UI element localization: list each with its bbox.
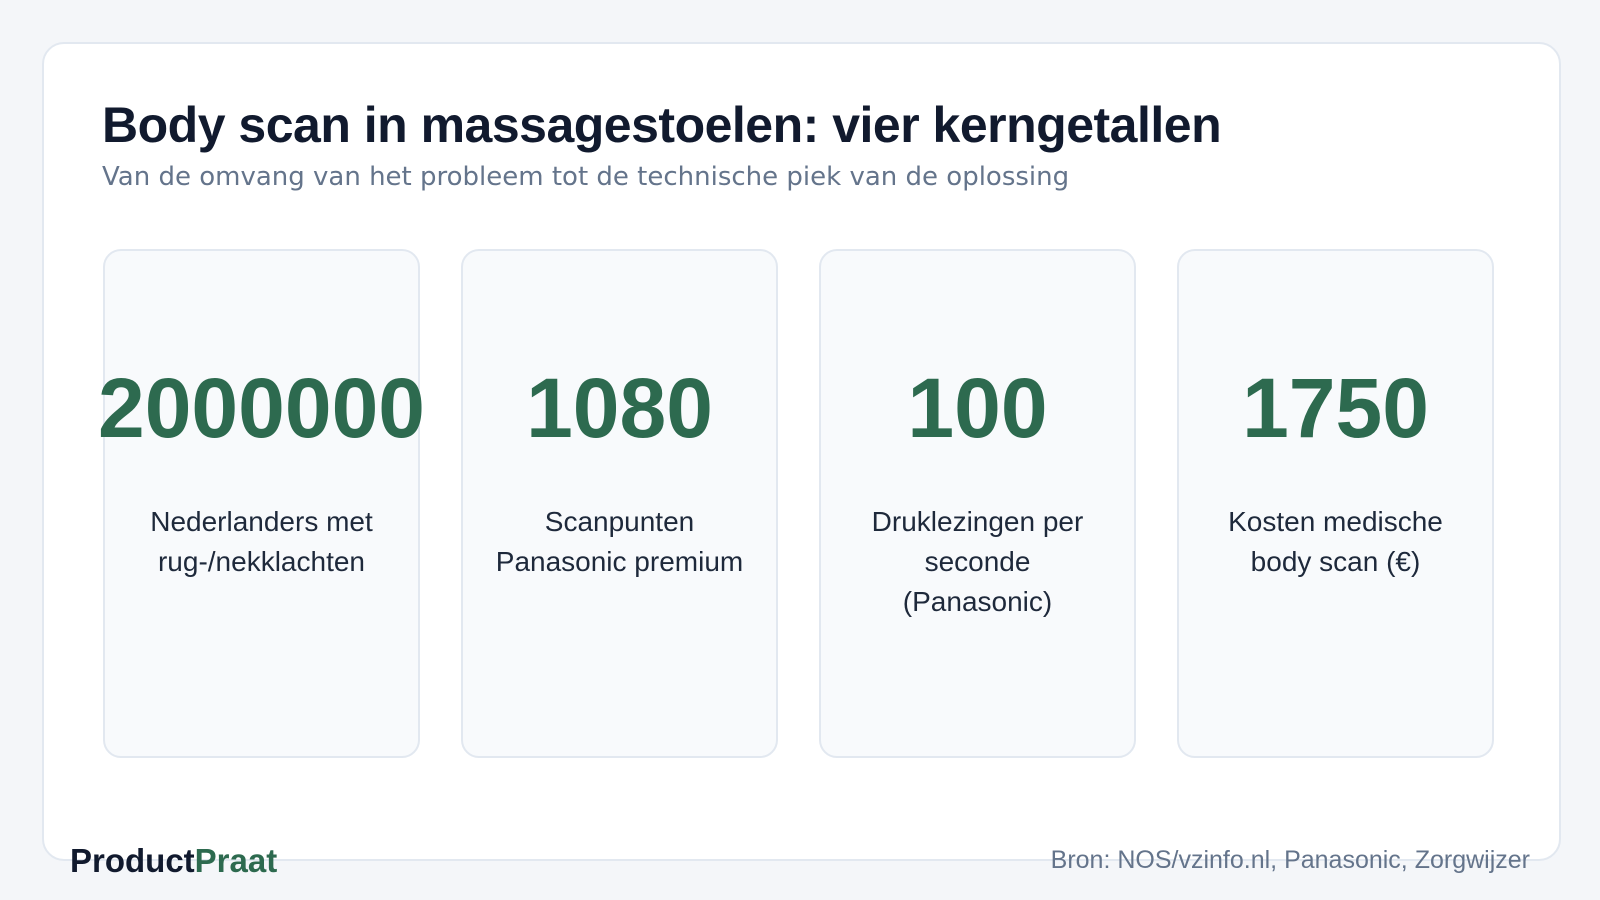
stat-card: 2000000 Nederlanders met rug-/nekklachten bbox=[98, 249, 425, 758]
stat-label: Druklezingen per seconde (Panasonic) bbox=[871, 505, 1084, 617]
source-note: Bron: NOS/vzinfo.nl, Panasonic, Zorgwijz… bbox=[1050, 846, 1530, 874]
stat-value: 1750 bbox=[1242, 360, 1429, 455]
stat-value: 1080 bbox=[526, 360, 713, 455]
brand-logo: ProductPraat bbox=[70, 842, 277, 880]
stat-value: 2000000 bbox=[97, 360, 426, 455]
panel: Body scan in massagestoelen: vier kernge… bbox=[42, 42, 1561, 861]
stat-label: Nederlanders met rug-/nekklachten bbox=[150, 505, 373, 577]
stat-card: 1080 Scanpunten Panasonic premium bbox=[461, 249, 778, 758]
stat-label: Scanpunten Panasonic premium bbox=[495, 505, 744, 577]
brand-part: Praat bbox=[194, 842, 278, 879]
subtitle: Van de omvang van het probleem tot de te… bbox=[102, 162, 1070, 192]
stat-label: Kosten medische body scan (€) bbox=[1228, 505, 1443, 577]
brand-part: Product bbox=[70, 842, 195, 879]
title: Body scan in massagestoelen: vier kernge… bbox=[102, 97, 1222, 153]
stat-card: 1750 Kosten medische body scan (€) bbox=[1177, 249, 1494, 758]
stat-value: 100 bbox=[907, 360, 1048, 455]
stat-cards: 2000000 Nederlanders met rug-/nekklachten… bbox=[98, 249, 1494, 758]
stat-card: 100 Druklezingen per seconde (Panasonic) bbox=[819, 249, 1136, 758]
